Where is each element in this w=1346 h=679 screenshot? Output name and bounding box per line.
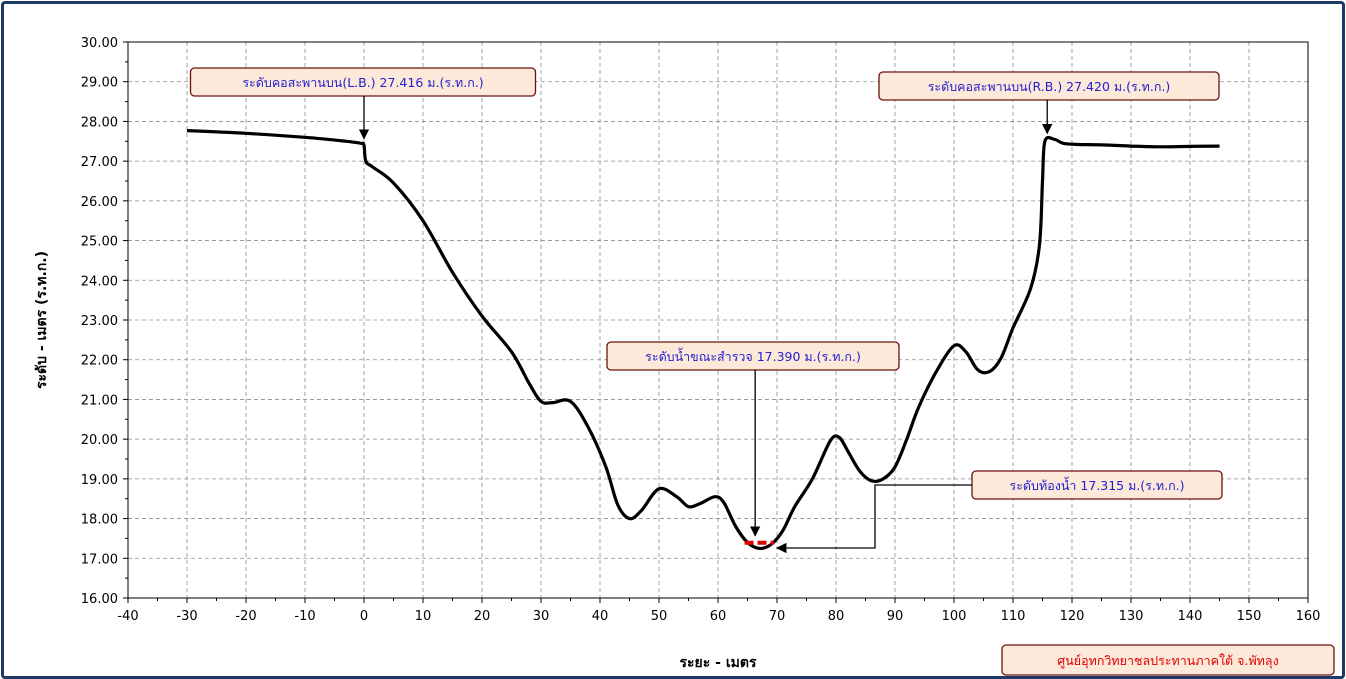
y-tick-label: 30.00 (81, 36, 118, 51)
x-tick-label: 110 (1001, 609, 1026, 624)
y-tick-label: 27.00 (81, 155, 118, 170)
x-tick-label: 30 (533, 609, 550, 624)
y-tick-label: 22.00 (81, 354, 118, 369)
y-axis-title: ระดับ - เมตร (ร.ท.ก.) (34, 251, 50, 389)
callout-label: ระดับคอสะพานบน(R.B.) 27.420 ม.(ร.ท.ก.) (928, 79, 1171, 94)
x-tick-label: 90 (887, 609, 904, 624)
x-tick-label: 150 (1237, 609, 1262, 624)
y-tick-label: 17.00 (81, 552, 118, 567)
y-tick-label: 21.00 (81, 393, 118, 408)
callout-label: ระดับน้ำขณะสำรวจ 17.390 ม.(ร.ท.ก.) (645, 347, 861, 364)
y-tick-label: 26.00 (81, 195, 118, 210)
x-tick-label: -10 (294, 609, 315, 624)
y-tick-label: 19.00 (81, 473, 118, 488)
y-tick-label: 23.00 (81, 314, 118, 329)
x-tick-label: 10 (415, 609, 432, 624)
x-tick-label: 120 (1060, 609, 1085, 624)
x-tick-label: 160 (1296, 609, 1321, 624)
x-tick-label: 0 (360, 609, 368, 624)
footer-credit: ศูนย์อุทกวิทยาชลประทานภาคใต้ จ.พัทลุง (1001, 644, 1335, 676)
x-tick-label: 70 (769, 609, 786, 624)
x-tick-label: 20 (474, 609, 491, 624)
x-tick-label: 50 (651, 609, 668, 624)
x-tick-label: 80 (828, 609, 845, 624)
callout-box (878, 71, 1220, 101)
x-tick-label: 140 (1178, 609, 1203, 624)
series-group (186, 129, 1220, 551)
callout-box (606, 341, 900, 371)
y-tick-label: 29.00 (81, 76, 118, 91)
callout-box (189, 67, 537, 97)
x-axis-title: ระยะ - เมตร (680, 655, 757, 671)
y-tick-label: 20.00 (81, 433, 118, 448)
callout-label: ระดับท้องน้ำ 17.315 ม.(ร.ท.ก.) (1010, 476, 1185, 493)
footer-text: ศูนย์อุทกวิทยาชลประทานภาคใต้ จ.พัทลุง (1057, 653, 1278, 669)
callout-label: ระดับคอสะพานบน(L.B.) 27.416 ม.(ร.ท.ก.) (242, 75, 483, 90)
x-tick-label: -40 (117, 609, 138, 624)
y-tick-label: 18.00 (81, 513, 118, 528)
x-tick-label: -20 (235, 609, 256, 624)
x-tick-label: 60 (710, 609, 727, 624)
x-tick-label: 130 (1119, 609, 1144, 624)
footer-box (1001, 644, 1335, 676)
arrow-riverbed (776, 484, 972, 554)
y-tick-label: 16.00 (81, 592, 118, 607)
y-tick-label: 28.00 (81, 115, 118, 130)
annotations: ระดับคอสะพานบน(L.B.) 27.416 ม.(ร.ท.ก.) ระ… (189, 67, 1223, 554)
axis-ticks: -40 -30 -20 -10 0 10 20 30 40 50 60 70 80 90 100 110 120… (81, 36, 1321, 624)
y-tick-label: 25.00 (81, 235, 118, 250)
x-tick-label: -30 (176, 609, 197, 624)
grid (128, 42, 1308, 598)
y-tick-label: 24.00 (81, 274, 118, 289)
x-tick-label: 40 (592, 609, 609, 624)
x-tick-label: 100 (942, 609, 967, 624)
